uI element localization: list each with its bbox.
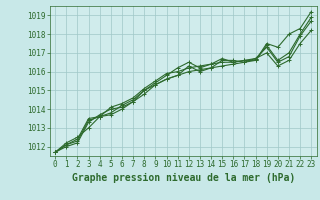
- X-axis label: Graphe pression niveau de la mer (hPa): Graphe pression niveau de la mer (hPa): [72, 173, 295, 183]
